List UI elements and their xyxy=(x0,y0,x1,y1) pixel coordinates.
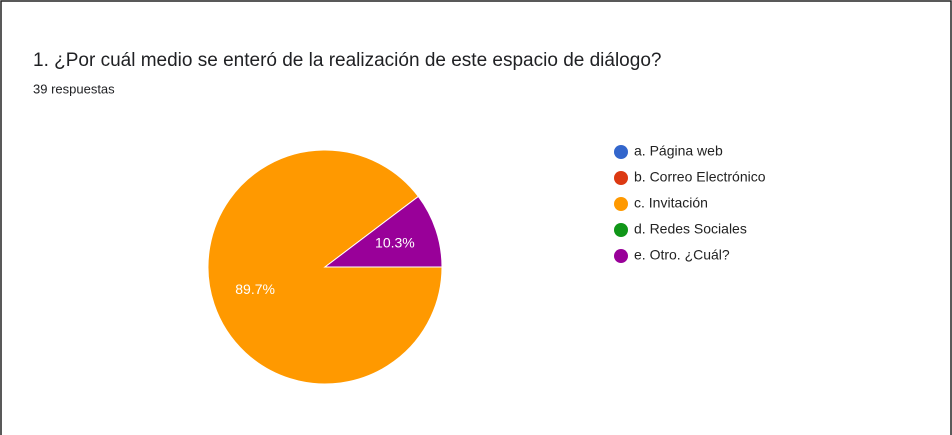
legend-label: e. Otro. ¿Cuál? xyxy=(634,247,730,263)
legend-swatch xyxy=(614,171,628,185)
legend-swatch xyxy=(614,223,628,237)
slice-label: 89.7% xyxy=(235,281,275,297)
slice-label: 10.3% xyxy=(375,234,415,250)
legend-swatch xyxy=(614,145,628,159)
chart-subtitle: 39 respuestas xyxy=(33,81,115,96)
chart-title: 1. ¿Por cuál medio se enteró de la reali… xyxy=(33,50,661,71)
legend-label: b. Correo Electrónico xyxy=(634,169,766,185)
legend-label: d. Redes Sociales xyxy=(634,221,747,237)
pie-slice xyxy=(323,195,443,268)
legend-swatch xyxy=(614,197,628,211)
legend-label: c. Invitación xyxy=(634,195,708,211)
legend-swatch xyxy=(614,249,628,263)
legend-label: a. Página web xyxy=(634,143,723,159)
